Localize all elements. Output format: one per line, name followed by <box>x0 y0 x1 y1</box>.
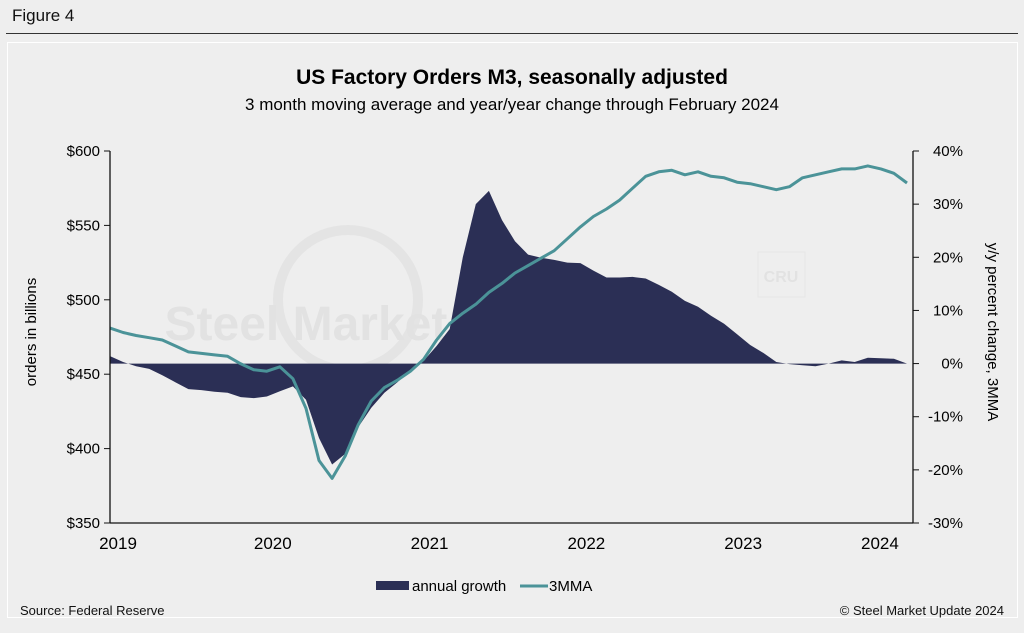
y-tick-label: $600 <box>67 143 100 160</box>
y-axis-label: orders in billions <box>23 278 40 386</box>
y2-tick-label: 10% <box>933 302 963 319</box>
y2-tick-label: 40% <box>933 143 963 160</box>
x-tick-label: 2021 <box>411 534 449 553</box>
y2-tick-label: -20% <box>928 462 963 479</box>
y-tick-label: $550 <box>67 217 100 234</box>
chart-subtitle: 3 month moving average and year/year cha… <box>245 95 779 114</box>
source-note: Source: Federal Reserve <box>20 603 165 618</box>
y-tick-label: $450 <box>67 366 100 383</box>
header-divider <box>6 33 1018 34</box>
copyright-note: © Steel Market Update 2024 <box>839 603 1004 618</box>
svg-text:CRU: CRU <box>764 269 799 286</box>
x-tick-label: 2019 <box>99 534 137 553</box>
y2-tick-label: 0% <box>941 356 963 373</box>
chart-title: US Factory Orders M3, seasonally adjuste… <box>296 66 728 89</box>
x-tick-label: 2022 <box>567 534 605 553</box>
y-tick-label: $350 <box>67 515 100 532</box>
3mma-line <box>109 164 908 480</box>
x-tick-label: 2023 <box>724 534 762 553</box>
y-tick-label: $400 <box>67 441 100 458</box>
legend-label-3mma: 3MMA <box>549 578 592 595</box>
legend-swatch-annual-growth <box>376 581 409 590</box>
legend-label-annual-growth: annual growth <box>412 578 506 595</box>
figure-label: Figure 4 <box>12 6 75 25</box>
y2-tick-label: -30% <box>928 515 963 532</box>
x-tick-label: 2024 <box>861 534 899 553</box>
annual-growth-area <box>110 190 907 465</box>
y-tick-label: $500 <box>67 292 100 309</box>
y2-tick-label: 30% <box>933 196 963 213</box>
y2-tick-label: -10% <box>928 409 963 426</box>
y2-tick-label: 20% <box>933 249 963 266</box>
legend: annual growth 3MMA <box>376 578 592 595</box>
x-tick-label: 2020 <box>254 534 292 553</box>
y2-axis-label: y/y percent change, 3MMA <box>984 243 1001 421</box>
chart-panel <box>7 42 1018 618</box>
